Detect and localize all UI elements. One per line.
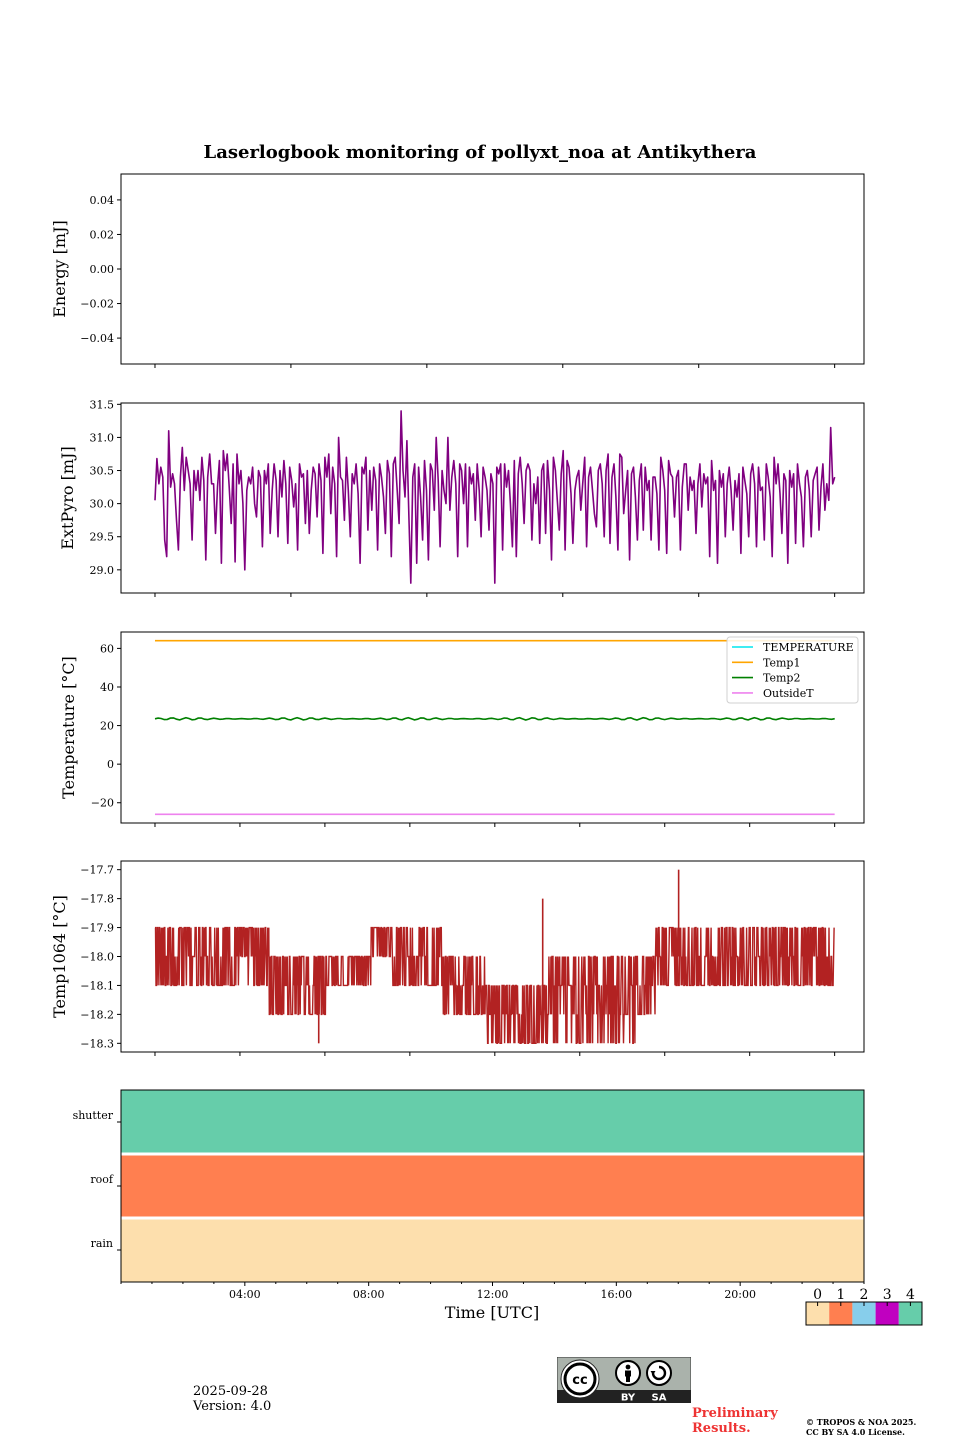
y-tick-label: −0.04 <box>80 332 114 345</box>
colorbar-tick-label: 1 <box>836 1287 845 1303</box>
row-label-roof: roof <box>90 1173 114 1186</box>
axes-frame <box>120 173 865 365</box>
y-axis-label: Temp1064 [°C] <box>50 895 69 1018</box>
y-tick-label: −17.8 <box>80 893 114 906</box>
colorbar-frame <box>805 1301 923 1326</box>
sa-share-alike-icon <box>646 1360 672 1386</box>
colorbar-tick-label: 0 <box>813 1287 822 1303</box>
y-tick-label: 60 <box>100 642 114 655</box>
colorbar-swatch-1 <box>829 1302 853 1325</box>
plot-area <box>154 639 835 816</box>
preliminary-results-note: Preliminary Results. <box>692 1406 778 1436</box>
y-tick-label: 31.5 <box>90 398 115 411</box>
preliminary-line-2: Results. <box>692 1421 751 1436</box>
status-row-shutter <box>121 1090 864 1154</box>
x-tick-label: 20:00 <box>724 1288 756 1301</box>
y-tick-label: −18.2 <box>80 1008 114 1021</box>
copyright-line-1: © TROPOS & NOA 2025. <box>806 1417 917 1427</box>
plot-area <box>154 869 835 1044</box>
extpyro-panel: 31.5 31.0 30.5 30.0 29.5 29.0 ExtPyro [mJ] <box>58 398 865 597</box>
row-label-shutter: shutter <box>73 1109 114 1122</box>
axes-frame <box>120 402 865 594</box>
series-line-temp1064 <box>154 926 835 1044</box>
y-tick-label: −18.0 <box>80 951 114 964</box>
x-tick-label: 04:00 <box>229 1288 261 1301</box>
colorbar-swatch-0 <box>806 1302 830 1325</box>
legend-label-temp1: Temp1 <box>763 656 800 669</box>
y-tick-label: −18.3 <box>80 1037 114 1050</box>
y-tick-label: 30.0 <box>90 498 115 511</box>
colorbar-swatch-2 <box>852 1302 876 1325</box>
cc-by-sa-badge: cc BY SA <box>557 1357 691 1403</box>
cc-icon: cc <box>560 1359 600 1399</box>
footer-date-version: 2025-09-28 Version: 4.0 <box>193 1384 271 1414</box>
y-tick-label: 31.0 <box>90 431 115 444</box>
copyright-note: © TROPOS & NOA 2025. CC BY SA 4.0 Licens… <box>806 1417 916 1437</box>
status-row-roof <box>121 1154 864 1218</box>
y-tick-label: −18.1 <box>80 979 114 992</box>
x-tick-label: 16:00 <box>600 1288 632 1301</box>
y-tick-label: −0.02 <box>80 298 114 311</box>
x-tick-label: 08:00 <box>353 1288 385 1301</box>
y-tick-label: 30.5 <box>90 465 115 478</box>
y-tick-label: −17.7 <box>80 864 114 877</box>
plot-area <box>154 410 836 584</box>
y-tick-label: −20 <box>91 797 114 810</box>
colorbar-swatch-4 <box>898 1302 922 1325</box>
x-axis-label: Time [UTC] <box>445 1303 539 1322</box>
y-axis-label: ExtPyro [mJ] <box>58 446 77 549</box>
y-tick-label: 0.00 <box>90 263 115 276</box>
status-row-rain <box>121 1218 864 1282</box>
legend-label-outsidet: OutsideT <box>763 687 814 700</box>
colorbar-tick-label: 4 <box>906 1287 915 1303</box>
temp1064-panel: −17.7 −17.8 −17.9 −18.0 −18.1 −18.2 −18.3 Temp1… <box>50 860 865 1056</box>
series-line-extpyro <box>154 410 836 584</box>
series-line-temp2 <box>154 716 835 721</box>
legend: TEMPERATURE Temp1 Temp2 OutsideT <box>726 636 859 704</box>
y-tick-label: 0 <box>107 758 114 771</box>
footer-date: 2025-09-28 <box>193 1384 268 1399</box>
colorbar-tick-label: 3 <box>883 1287 892 1303</box>
y-axis-label: Energy [mJ] <box>50 220 69 318</box>
colorbar-tick-label: 2 <box>860 1287 869 1303</box>
temperature-panel: 60 40 20 0 −20 Temperature [°C] TEMPERATURE Tem… <box>59 631 865 827</box>
x-tick-label: 12:00 <box>477 1288 509 1301</box>
copyright-line-2: CC BY SA 4.0 License. <box>806 1427 905 1437</box>
y-tick-label: 29.0 <box>90 564 115 577</box>
legend-frame <box>726 636 859 704</box>
figure-title: Laserlogbook monitoring of pollyxt_noa a… <box>204 142 757 163</box>
y-axis-label: Temperature [°C] <box>59 656 78 799</box>
y-tick-label: 40 <box>100 681 114 694</box>
preliminary-line-1: Preliminary <box>692 1406 778 1421</box>
y-tick-label: −17.9 <box>80 922 114 935</box>
y-tick-label: 0.04 <box>90 194 115 207</box>
y-tick-label: 29.5 <box>90 531 115 544</box>
row-label-rain: rain <box>91 1237 113 1250</box>
y-tick-label: 0.02 <box>90 228 115 241</box>
colorbar-swatch-3 <box>875 1302 899 1325</box>
energy-panel: 0.04 0.02 0.00 −0.02 −0.04 Energy [mJ] <box>50 173 865 368</box>
status-panel: shutter roof rain 04:00 08:00 12:00 16:00 20:00 <box>73 1089 865 1301</box>
by-person-icon <box>615 1360 641 1386</box>
footer-version: Version: 4.0 <box>193 1399 272 1414</box>
legend-label-temperature: TEMPERATURE <box>763 641 854 654</box>
by-label: BY <box>621 1393 636 1404</box>
svg-text:cc: cc <box>572 1373 587 1388</box>
y-tick-label: 20 <box>100 720 114 733</box>
legend-label-temp2: Temp2 <box>763 672 800 685</box>
axes-frame <box>120 631 865 824</box>
sa-label: SA <box>652 1393 667 1404</box>
